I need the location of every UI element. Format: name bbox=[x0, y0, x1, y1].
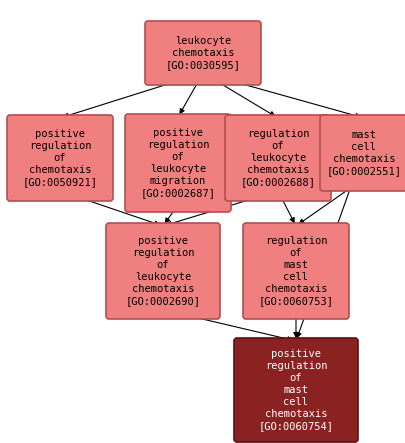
Text: positive
regulation
of
leukocyte
migration
[GO:0002687]: positive regulation of leukocyte migrati… bbox=[140, 128, 215, 198]
FancyBboxPatch shape bbox=[7, 115, 113, 201]
Text: positive
regulation
of
mast
cell
chemotaxis
[GO:0060754]: positive regulation of mast cell chemota… bbox=[258, 349, 333, 431]
Text: positive
regulation
of
chemotaxis
[GO:0050921]: positive regulation of chemotaxis [GO:00… bbox=[22, 129, 97, 187]
FancyBboxPatch shape bbox=[319, 115, 405, 191]
Text: mast
cell
chemotaxis
[GO:0002551]: mast cell chemotaxis [GO:0002551] bbox=[326, 130, 401, 176]
FancyBboxPatch shape bbox=[233, 338, 357, 442]
Text: positive
regulation
of
leukocyte
chemotaxis
[GO:0002690]: positive regulation of leukocyte chemota… bbox=[125, 236, 200, 306]
FancyBboxPatch shape bbox=[145, 21, 260, 85]
FancyBboxPatch shape bbox=[125, 114, 230, 212]
Text: regulation
of
mast
cell
chemotaxis
[GO:0060753]: regulation of mast cell chemotaxis [GO:0… bbox=[258, 236, 333, 306]
Text: regulation
of
leukocyte
chemotaxis
[GO:0002688]: regulation of leukocyte chemotaxis [GO:0… bbox=[240, 129, 315, 187]
FancyBboxPatch shape bbox=[243, 223, 348, 319]
FancyBboxPatch shape bbox=[106, 223, 220, 319]
FancyBboxPatch shape bbox=[224, 115, 330, 201]
Text: leukocyte
chemotaxis
[GO:0030595]: leukocyte chemotaxis [GO:0030595] bbox=[165, 36, 240, 70]
